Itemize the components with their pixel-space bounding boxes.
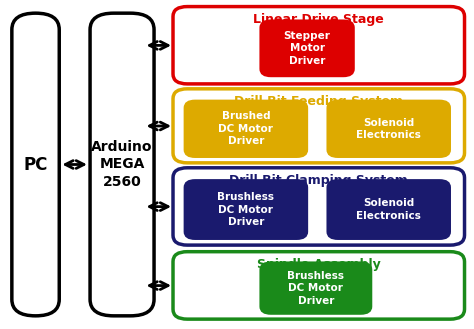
Text: Brushless
DC Motor
Driver: Brushless DC Motor Driver	[218, 192, 274, 227]
Text: Linear Drive Stage: Linear Drive Stage	[254, 13, 384, 26]
Text: Drill Bit Clamping System: Drill Bit Clamping System	[229, 174, 408, 187]
FancyBboxPatch shape	[90, 13, 154, 316]
Text: Spindle Assembly: Spindle Assembly	[257, 258, 381, 271]
Text: Solenoid
Electronics: Solenoid Electronics	[356, 198, 421, 221]
FancyBboxPatch shape	[173, 168, 465, 245]
Text: Drill Bit Feeding System: Drill Bit Feeding System	[234, 95, 403, 108]
FancyBboxPatch shape	[185, 180, 307, 239]
FancyBboxPatch shape	[185, 101, 307, 157]
Text: Brushless
DC Motor
Driver: Brushless DC Motor Driver	[287, 271, 344, 306]
FancyBboxPatch shape	[261, 263, 371, 314]
Text: Stepper
Motor
Driver: Stepper Motor Driver	[283, 31, 330, 66]
FancyBboxPatch shape	[261, 20, 354, 76]
FancyBboxPatch shape	[328, 180, 450, 239]
FancyBboxPatch shape	[12, 13, 59, 316]
Text: Solenoid
Electronics: Solenoid Electronics	[356, 117, 421, 140]
Text: Arduino
MEGA
2560: Arduino MEGA 2560	[91, 140, 153, 189]
FancyBboxPatch shape	[173, 89, 465, 163]
Text: PC: PC	[23, 156, 48, 173]
FancyBboxPatch shape	[173, 7, 465, 84]
FancyBboxPatch shape	[173, 252, 465, 319]
FancyBboxPatch shape	[328, 101, 450, 157]
Text: Brushed
DC Motor
Driver: Brushed DC Motor Driver	[219, 112, 273, 146]
